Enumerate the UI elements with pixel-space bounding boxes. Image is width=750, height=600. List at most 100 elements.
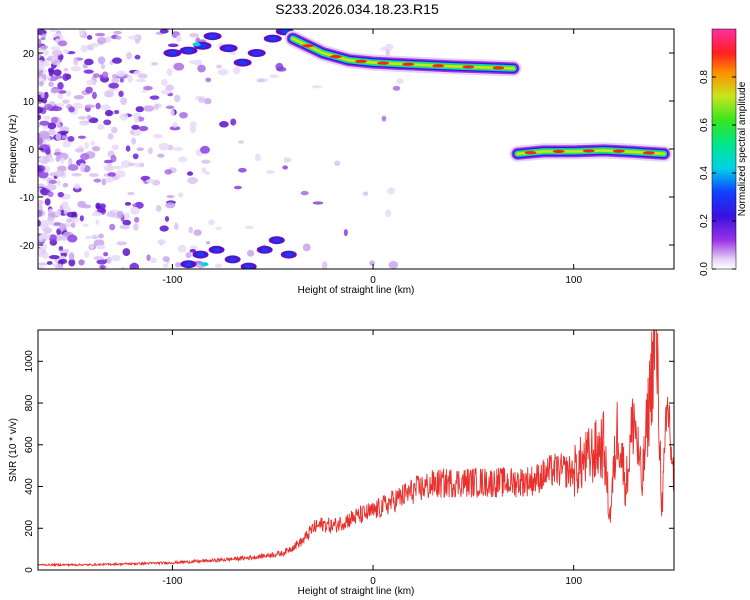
noise-blob <box>172 121 178 128</box>
noise-blob <box>55 133 62 141</box>
colorbar: 0.0 0.2 0.4 0.6 0.8 Normalized spectral ampl… <box>699 28 748 276</box>
noise-blob <box>55 75 64 79</box>
noise-blob <box>174 262 182 268</box>
y-tick-label: 200 <box>24 519 35 536</box>
ridge-hotspot <box>355 59 368 64</box>
noise-blob <box>44 198 51 206</box>
noise-blob <box>238 167 247 173</box>
noise-blob <box>91 91 97 100</box>
noise-blob <box>205 77 212 83</box>
noise-blob <box>43 49 49 56</box>
noise-blob <box>200 159 211 164</box>
noise-blob <box>300 190 309 196</box>
noise-blob <box>80 44 88 53</box>
noise-blob <box>38 91 44 95</box>
noise-blob <box>51 106 63 112</box>
noise-blob <box>265 169 275 174</box>
x-tick-label: -100 <box>162 576 182 587</box>
noise-blob <box>97 124 105 130</box>
noise-blob <box>396 78 404 84</box>
noise-blob <box>160 78 168 86</box>
noise-blob <box>189 245 198 250</box>
noise-blob <box>67 157 73 166</box>
noise-blob <box>100 63 106 70</box>
noise-blob <box>38 70 43 78</box>
noise-blob <box>88 173 100 177</box>
noise-blob <box>244 225 254 230</box>
noise-blob <box>50 88 59 94</box>
noise-blob <box>43 115 51 120</box>
colorbar-tick-label: 0.6 <box>699 118 710 132</box>
noise-blob <box>129 262 140 269</box>
noise-blob <box>107 172 116 177</box>
noise-blob <box>88 117 99 124</box>
ridge-hotspot <box>462 65 475 69</box>
noise-blob <box>216 64 223 69</box>
noise-blob <box>174 222 179 231</box>
ridge-hotspot <box>402 62 415 66</box>
snr-series-line <box>38 330 674 568</box>
noise-blob <box>208 219 215 226</box>
noise-blob <box>198 97 206 103</box>
noise-blob <box>45 183 57 191</box>
noise-blob <box>188 60 200 65</box>
noise-blob <box>80 153 90 161</box>
noise-blob <box>120 160 131 168</box>
noise-blob <box>343 229 348 237</box>
noise-blob <box>392 85 401 91</box>
noise-blob <box>197 64 206 73</box>
colorbar-tick-label: 0.4 <box>699 166 710 180</box>
noise-blob <box>61 201 69 209</box>
noise-blob <box>158 142 170 151</box>
ridge-hotspot <box>377 61 390 65</box>
noise-blob <box>50 58 61 65</box>
noise-blob <box>91 234 99 240</box>
noise-blob <box>111 126 118 134</box>
noise-blob <box>57 165 67 172</box>
noise-blob <box>84 104 96 108</box>
y-tick-label: 1000 <box>24 350 35 373</box>
noise-blob <box>215 226 222 231</box>
arc-core <box>184 48 193 53</box>
noise-blob <box>39 221 49 229</box>
noise-blob <box>113 30 122 35</box>
y-tick-label: 400 <box>24 478 35 495</box>
noise-blob <box>59 258 68 264</box>
noise-blob <box>385 48 390 57</box>
arc-core <box>252 51 261 55</box>
noise-blob <box>167 43 179 48</box>
noise-blob <box>38 53 42 58</box>
snr-y-axis-label: SNR (10 * v/v) <box>8 418 19 482</box>
arc-core <box>184 262 192 267</box>
noise-blob <box>362 191 369 196</box>
noise-blob <box>38 219 41 227</box>
noise-blob <box>99 74 104 79</box>
noise-blob <box>139 162 145 168</box>
x-tick-label: 0 <box>370 275 376 286</box>
noise-blob <box>177 192 184 198</box>
noise-blob <box>130 129 135 136</box>
noise-blob <box>127 74 133 83</box>
arc-core <box>238 60 247 65</box>
noise-blob <box>89 244 95 250</box>
noise-blob <box>112 165 123 170</box>
noise-blob <box>93 178 102 183</box>
figure-title: S233.2026.034.18.23.R15 <box>275 1 439 17</box>
arc-core <box>229 257 237 262</box>
noise-blob <box>233 185 242 190</box>
noise-blob <box>302 243 311 252</box>
noise-blob <box>50 46 61 51</box>
snr-x-axis-label: Height of straight line (km) <box>298 586 415 597</box>
noise-blob <box>116 210 124 219</box>
noise-blob <box>67 164 79 171</box>
noise-blob <box>96 244 106 250</box>
noise-blob <box>166 68 173 77</box>
noise-blob <box>57 92 64 100</box>
noise-blob <box>84 58 94 66</box>
noise-blob <box>189 125 197 134</box>
noise-blob <box>72 102 83 109</box>
noise-blob <box>124 201 132 206</box>
noise-blob <box>155 205 162 212</box>
noise-blob <box>58 90 67 94</box>
noise-blob <box>38 38 42 47</box>
